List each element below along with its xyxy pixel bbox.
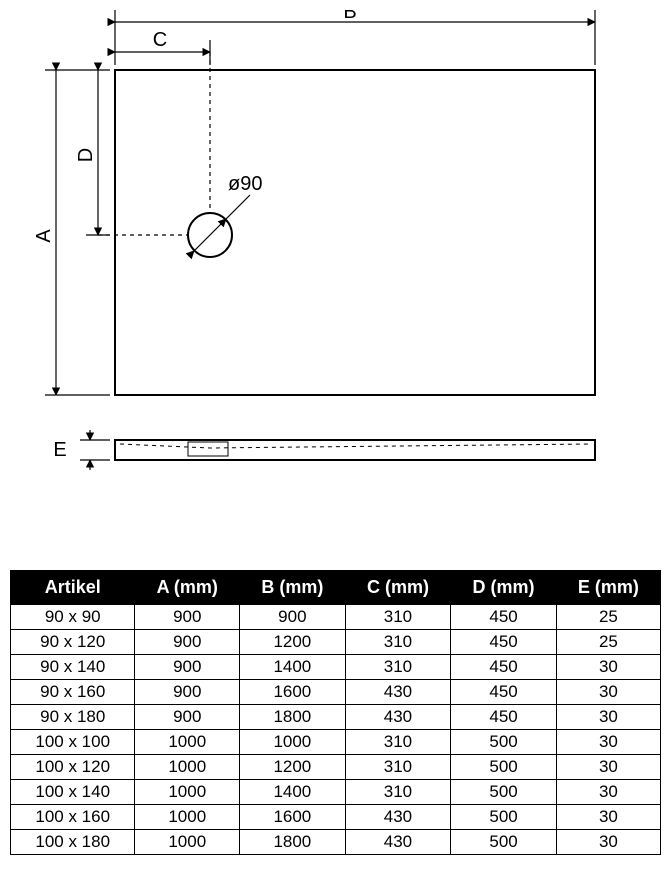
table-cell: 30 bbox=[556, 655, 660, 680]
table-cell: 1800 bbox=[240, 830, 346, 855]
dimensions-table: ArtikelA (mm)B (mm)C (mm)D (mm)E (mm) 90… bbox=[10, 570, 661, 855]
side-drain-marker bbox=[188, 442, 228, 456]
table-cell: 90 x 120 bbox=[11, 630, 135, 655]
table-cell: 1400 bbox=[240, 655, 346, 680]
table-cell: 900 bbox=[135, 705, 240, 730]
table-cell: 310 bbox=[345, 780, 451, 805]
table-cell: 1200 bbox=[240, 630, 346, 655]
table-cell: 100 x 120 bbox=[11, 755, 135, 780]
table-cell: 1400 bbox=[240, 780, 346, 805]
table-cell: 430 bbox=[345, 805, 451, 830]
table-row: 90 x 9090090031045025 bbox=[11, 605, 661, 630]
table-cell: 30 bbox=[556, 680, 660, 705]
table-cell: 30 bbox=[556, 730, 660, 755]
table-header-cell: C (mm) bbox=[345, 571, 451, 605]
table-row: 100 x 1201000120031050030 bbox=[11, 755, 661, 780]
table-cell: 30 bbox=[556, 805, 660, 830]
dim-a-label: A bbox=[33, 229, 55, 243]
table-cell: 30 bbox=[556, 755, 660, 780]
table-row: 90 x 160900160043045030 bbox=[11, 680, 661, 705]
table-cell: 450 bbox=[451, 655, 557, 680]
dim-d-label: D bbox=[75, 148, 97, 162]
table-cell: 25 bbox=[556, 605, 660, 630]
table-row: 90 x 180900180043045030 bbox=[11, 705, 661, 730]
table-cell: 100 x 160 bbox=[11, 805, 135, 830]
dim-b-label: B bbox=[343, 10, 356, 23]
table-cell: 90 x 160 bbox=[11, 680, 135, 705]
side-view-outline bbox=[115, 440, 595, 460]
table-cell: 90 x 180 bbox=[11, 705, 135, 730]
table-row: 100 x 1801000180043050030 bbox=[11, 830, 661, 855]
table-cell: 430 bbox=[345, 680, 451, 705]
table-header-cell: Artikel bbox=[11, 571, 135, 605]
diameter-label: ø90 bbox=[228, 173, 262, 195]
table-row: 90 x 120900120031045025 bbox=[11, 630, 661, 655]
table-header-cell: E (mm) bbox=[556, 571, 660, 605]
table-cell: 25 bbox=[556, 630, 660, 655]
table-header-cell: D (mm) bbox=[451, 571, 557, 605]
table-cell: 30 bbox=[556, 705, 660, 730]
table-cell: 900 bbox=[135, 655, 240, 680]
table-cell: 500 bbox=[451, 805, 557, 830]
table-cell: 310 bbox=[345, 655, 451, 680]
table-cell: 1000 bbox=[135, 755, 240, 780]
table-cell: 100 x 140 bbox=[11, 780, 135, 805]
table-body: 90 x 909009003104502590 x 12090012003104… bbox=[11, 605, 661, 855]
table-cell: 900 bbox=[135, 605, 240, 630]
table-cell: 1000 bbox=[135, 730, 240, 755]
table-cell: 30 bbox=[556, 780, 660, 805]
table-cell: 100 x 180 bbox=[11, 830, 135, 855]
table-row: 100 x 1401000140031050030 bbox=[11, 780, 661, 805]
table-cell: 1000 bbox=[135, 830, 240, 855]
table-cell: 90 x 140 bbox=[11, 655, 135, 680]
table-cell: 1600 bbox=[240, 680, 346, 705]
table-cell: 450 bbox=[451, 605, 557, 630]
table-cell: 430 bbox=[345, 705, 451, 730]
table-cell: 1600 bbox=[240, 805, 346, 830]
table-cell: 1000 bbox=[135, 805, 240, 830]
table-row: 100 x 1001000100031050030 bbox=[11, 730, 661, 755]
table-cell: 430 bbox=[345, 830, 451, 855]
table-row: 90 x 140900140031045030 bbox=[11, 655, 661, 680]
table-cell: 900 bbox=[135, 630, 240, 655]
table-cell: 450 bbox=[451, 705, 557, 730]
dim-e-label: E bbox=[53, 439, 66, 461]
dim-c-label: C bbox=[153, 29, 167, 51]
table-cell: 100 x 100 bbox=[11, 730, 135, 755]
table-cell: 310 bbox=[345, 630, 451, 655]
table-header-cell: A (mm) bbox=[135, 571, 240, 605]
table-cell: 1000 bbox=[240, 730, 346, 755]
table-cell: 310 bbox=[345, 755, 451, 780]
top-view-outline bbox=[115, 70, 595, 395]
table-cell: 900 bbox=[240, 605, 346, 630]
table-header-cell: B (mm) bbox=[240, 571, 346, 605]
table-cell: 1800 bbox=[240, 705, 346, 730]
table-cell: 900 bbox=[135, 680, 240, 705]
table-cell: 500 bbox=[451, 780, 557, 805]
table-cell: 310 bbox=[345, 730, 451, 755]
table-row: 100 x 1601000160043050030 bbox=[11, 805, 661, 830]
table-cell: 500 bbox=[451, 755, 557, 780]
table-cell: 1200 bbox=[240, 755, 346, 780]
table-cell: 450 bbox=[451, 680, 557, 705]
table-cell: 500 bbox=[451, 730, 557, 755]
table-cell: 30 bbox=[556, 830, 660, 855]
table-header: ArtikelA (mm)B (mm)C (mm)D (mm)E (mm) bbox=[11, 571, 661, 605]
technical-drawing: ø90 B C A D E bbox=[10, 10, 661, 480]
table-cell: 1000 bbox=[135, 780, 240, 805]
table-cell: 310 bbox=[345, 605, 451, 630]
table-cell: 90 x 90 bbox=[11, 605, 135, 630]
table-cell: 500 bbox=[451, 830, 557, 855]
table-cell: 450 bbox=[451, 630, 557, 655]
